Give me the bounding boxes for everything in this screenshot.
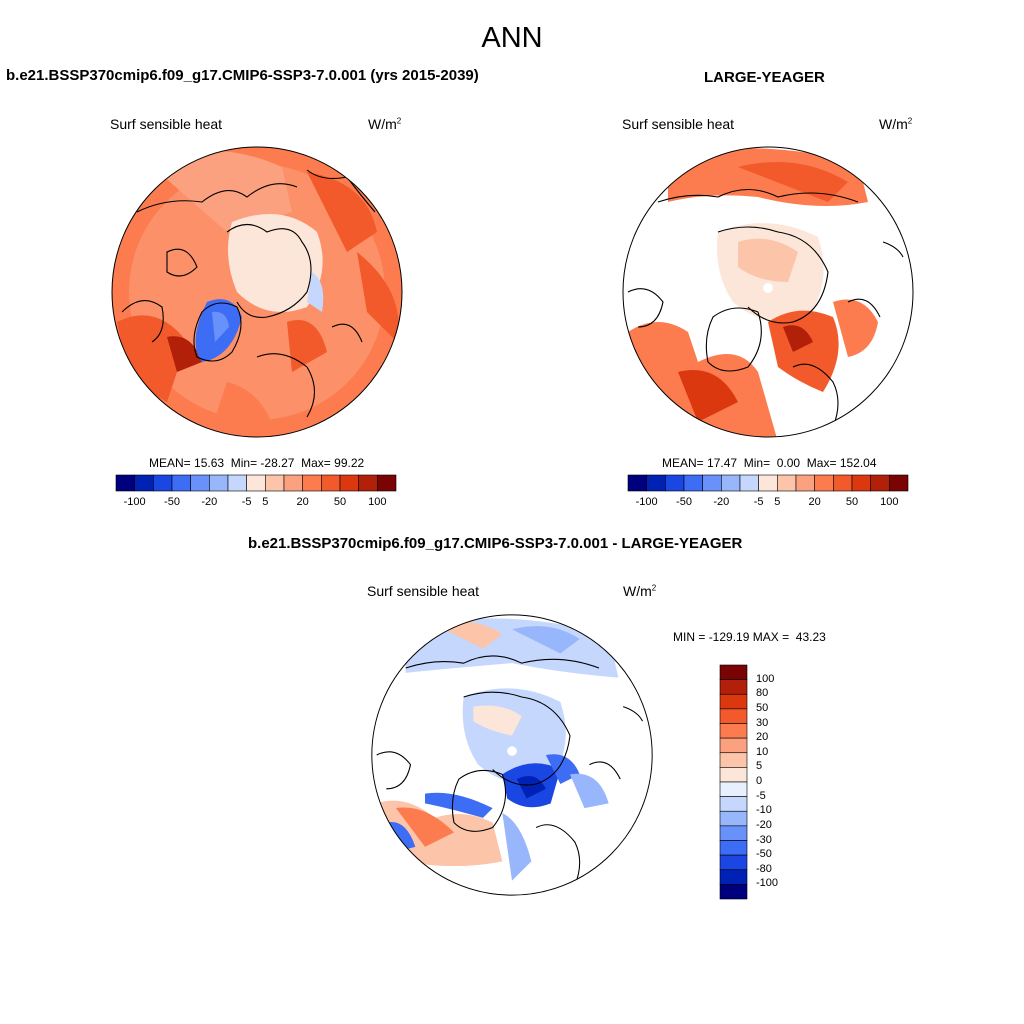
left-colorbar-tick-label: 20 — [296, 496, 309, 508]
diff-colorbar-box-10 — [719, 810, 748, 827]
right-stats: MEAN= 17.47 Min= 0.00 Max= 152.04 — [662, 456, 877, 470]
diff-colorbar-labels: 100 80 50 30 20 10 5 0 -5 -10 -20 -30 -50 -80 -100 — [756, 665, 796, 899]
left-colorbar-box-8 — [265, 474, 285, 492]
right-variable-label: Surf sensible heat — [622, 116, 735, 132]
diff-colorbar-tick-label: -30 — [756, 833, 772, 846]
diff-colorbar-box-3 — [719, 708, 748, 724]
left-colorbar-box-0 — [115, 474, 135, 492]
left-colorbar-tick-label: 100 — [368, 496, 387, 508]
diff-colorbar-box-11 — [719, 825, 748, 841]
diff-colorbar-tick-label: -100 — [756, 877, 779, 890]
diff-colorbar-tick-label: 50 — [756, 701, 769, 714]
diff-colorbar-tick-label: -80 — [756, 862, 772, 875]
diff-panel-title: b.e21.BSSP370cmip6.f09_g17.CMIP6-SSP3-7.… — [248, 535, 743, 552]
left-colorbar-box-3 — [171, 474, 191, 492]
diff-colorbar-tick-label: 5 — [756, 760, 763, 773]
right-colorbar-box-5 — [721, 474, 741, 492]
diff-colorbar-tick-label: -10 — [756, 804, 772, 817]
right-colorbar-tick-label: -50 — [676, 496, 692, 508]
left-colorbar-box-4 — [190, 474, 210, 492]
diff-colorbar-tick-label: 100 — [756, 672, 775, 685]
left-variable-label: Surf sensible heat — [110, 116, 223, 132]
left-polar-map — [111, 146, 403, 438]
left-colorbar-tick-label: -5 — [241, 496, 252, 508]
diff-units-label: W/m2 — [623, 583, 657, 599]
right-colorbar-box-3 — [683, 474, 703, 492]
left-colorbar-tick-label: -50 — [164, 496, 180, 508]
right-colorbar-box-6 — [739, 474, 759, 492]
right-colorbar-tick-label: -20 — [713, 496, 730, 508]
diff-colorbar — [719, 664, 748, 900]
season-title: ANN — [481, 22, 543, 54]
right-colorbar-box-8 — [777, 474, 797, 492]
right-colorbar-box-11 — [833, 474, 853, 492]
diff-variable-label: Surf sensible heat — [367, 583, 480, 599]
right-colorbar-box-13 — [870, 474, 890, 492]
right-colorbar-tick-label: 5 — [774, 496, 781, 508]
right-colorbar-labels: -100 -50 -20 -5 5 20 50 100 — [628, 496, 908, 510]
left-colorbar-box-7 — [246, 474, 266, 492]
diff-polar-map — [367, 610, 657, 900]
right-colorbar-tick-label: -100 — [635, 496, 658, 508]
left-colorbar-box-10 — [302, 474, 322, 492]
diff-colorbar-tick-label: -5 — [756, 789, 766, 802]
right-units-label: W/m2 — [879, 116, 913, 132]
right-colorbar-box-9 — [795, 474, 815, 492]
right-colorbar-box-1 — [646, 474, 666, 492]
left-colorbar-tick-label: 5 — [262, 496, 269, 508]
left-panel-title: b.e21.BSSP370cmip6.f09_g17.CMIP6-SSP3-7.… — [6, 67, 479, 84]
left-colorbar-box-1 — [134, 474, 154, 492]
right-colorbar-box-4 — [702, 474, 722, 492]
left-colorbar-box-13 — [358, 474, 378, 492]
left-colorbar-labels: -100 -50 -20 -5 5 20 50 100 — [116, 496, 396, 510]
diff-colorbar-box-0 — [719, 664, 748, 680]
right-colorbar-tick-label: 100 — [880, 496, 899, 508]
left-colorbar-tick-label: -100 — [123, 496, 146, 508]
right-colorbar-box-10 — [814, 474, 834, 492]
diff-colorbar-tick-label: -50 — [756, 848, 772, 861]
right-polar-map — [618, 142, 918, 442]
diff-colorbar-box-14 — [719, 869, 748, 885]
left-stats: MEAN= 15.63 Min= -28.27 Max= 99.22 — [149, 456, 365, 470]
diff-colorbar-tick-label: 80 — [756, 687, 769, 700]
diff-colorbar-tick-label: 10 — [756, 745, 769, 758]
right-colorbar-box-7 — [758, 474, 778, 492]
diff-colorbar-box-8 — [719, 781, 748, 797]
left-colorbar-box-9 — [283, 474, 303, 492]
left-units-label: W/m2 — [368, 116, 402, 132]
right-colorbar-box-0 — [627, 474, 647, 492]
left-colorbar-tick-label: 50 — [333, 496, 347, 508]
diff-colorbar-box-7 — [719, 767, 748, 783]
diff-colorbar-tick-label: 30 — [756, 716, 769, 729]
right-colorbar-box-14 — [889, 474, 909, 492]
diff-colorbar-box-2 — [719, 693, 748, 710]
diff-colorbar-box-5 — [719, 737, 748, 754]
diff-colorbar-box-13 — [719, 854, 748, 871]
diff-colorbar-box-12 — [719, 840, 748, 856]
right-panel-title: LARGE-YEAGER — [704, 69, 825, 86]
right-colorbar-tick-label: -5 — [753, 496, 764, 508]
left-colorbar-tick-label: -20 — [201, 496, 218, 508]
diff-colorbar-tick-label: -20 — [756, 818, 772, 831]
right-colorbar-box-2 — [665, 474, 685, 492]
left-colorbar-box-6 — [227, 474, 247, 492]
left-colorbar-box-5 — [209, 474, 229, 492]
diff-colorbar-box-9 — [719, 796, 748, 812]
right-colorbar-tick-label: 20 — [808, 496, 821, 508]
left-colorbar-box-12 — [339, 474, 359, 492]
right-colorbar — [627, 474, 909, 492]
diff-colorbar-tick-label: 20 — [756, 731, 769, 744]
left-colorbar-box-14 — [377, 474, 397, 492]
diff-colorbar-box-4 — [719, 723, 748, 739]
diff-stats: MIN = -129.19 MAX = 43.23 — [673, 630, 826, 644]
diff-colorbar-box-1 — [719, 679, 748, 695]
right-colorbar-tick-label: 50 — [845, 496, 859, 508]
left-colorbar-box-2 — [153, 474, 173, 492]
diff-colorbar-box-15 — [719, 884, 748, 900]
left-colorbar — [115, 474, 397, 492]
right-colorbar-box-12 — [851, 474, 871, 492]
diff-colorbar-box-6 — [719, 752, 748, 768]
left-colorbar-box-11 — [321, 474, 341, 492]
diff-colorbar-tick-label: 0 — [756, 775, 763, 787]
